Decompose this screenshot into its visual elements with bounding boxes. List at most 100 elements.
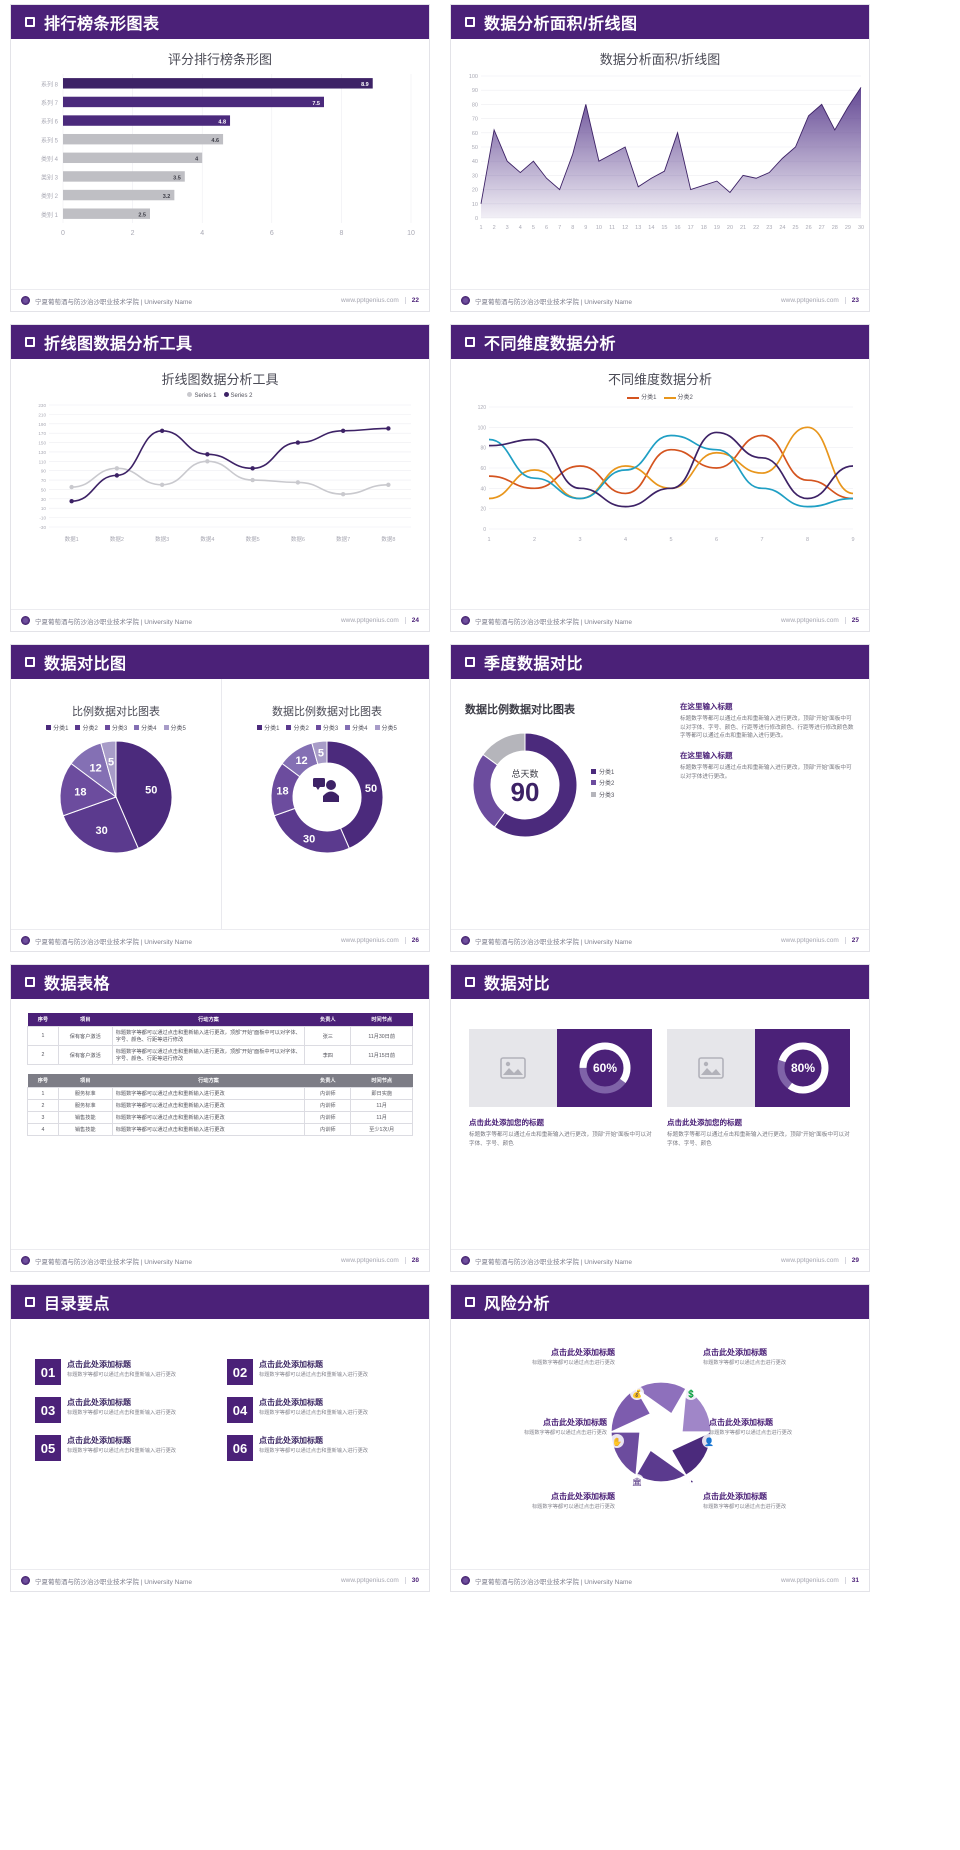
table-header-cell: 序号	[27, 1074, 59, 1088]
svg-text:类别 2: 类别 2	[41, 192, 59, 200]
chart-title: 数据比例数据对比图表	[465, 704, 575, 716]
university-logo-icon	[21, 296, 30, 305]
catalogue-item[interactable]: 02 点击此处添加标题 标题数字等都可以通过点击和重新输入进行更改	[227, 1359, 405, 1385]
risk-title: 点击此处添加标题	[703, 1492, 767, 1501]
table-cell: 1	[27, 1026, 59, 1046]
svg-text:2.5: 2.5	[138, 213, 146, 219]
table-header-cell: 序号	[27, 1013, 59, 1027]
slide-line-tool[interactable]: 折线图数据分析工具 折线图数据分析工具 Series 1 Series 2 23…	[10, 324, 430, 632]
catalogue-body: 标题数字等都可以通过点击和重新输入进行更改	[67, 1372, 176, 1378]
doughnut-chart: 总天数 90	[472, 732, 578, 838]
slide-risk[interactable]: 风险分析 💰 💲 ✋ 👤 🏛 ◔ 点击此处添加标题 标题数字等都可以通过点击进行更改 点击…	[450, 1284, 870, 1592]
table-cell: 3	[27, 1111, 59, 1124]
svg-text:3: 3	[506, 225, 509, 231]
footer-university: 宁夏葡萄酒与防沙治沙职业技术学院 | University Name	[35, 1258, 192, 1266]
table-header-cell: 负责人	[304, 1074, 351, 1088]
table-cell: 服务标准	[57, 1087, 113, 1100]
catalogue-body: 标题数字等都可以通过点击和重新输入进行更改	[259, 1448, 368, 1454]
table-cell: 内训师	[304, 1111, 352, 1124]
svg-text:6: 6	[715, 537, 718, 543]
slide-title: 数据对比	[484, 976, 551, 993]
svg-text:数据1: 数据1	[65, 535, 79, 543]
slide-data-compare[interactable]: 数据对比图 比例数据对比图表 分类1 分类2 分类3 分类4 分类5 50 30 18 12 5…	[10, 644, 430, 952]
catalogue-item[interactable]: 05 点击此处添加标题 标题数字等都可以通过点击和重新输入进行更改	[35, 1435, 213, 1461]
table-row[interactable]: 3 销售技能 标题数字等都可以通过点击和重新输入进行更改 内训师 11月	[27, 1111, 413, 1124]
legend-item: 分类3	[591, 791, 614, 802]
svg-text:系列 7: 系列 7	[41, 99, 59, 107]
table-header-cell: 行动方案	[112, 1074, 305, 1088]
svg-text:22: 22	[753, 225, 759, 231]
risk-item[interactable]: 点击此处添加标题 标题数字等都可以通过点击进行更改	[709, 1417, 859, 1438]
risk-body: 标题数字等都可以通过点击进行更改	[531, 1504, 615, 1510]
svg-text:类别 3: 类别 3	[41, 174, 59, 182]
catalogue-title: 点击此处添加标题	[67, 1398, 131, 1407]
data-table-1[interactable]: 序号 项目 行动方案 负责人 时间节点 1 保有客户激活 标题数字等都可以通过点击和重新输入…	[27, 1013, 413, 1065]
svg-text:14: 14	[648, 225, 654, 231]
table-row[interactable]: 2 服务标准 标题数字等都可以通过点击和重新输入进行更改 内训师 11月	[27, 1099, 413, 1112]
slide-body: 比例数据对比图表 分类1 分类2 分类3 分类4 分类5 50 30 18 12 5 数据比例数…	[11, 679, 429, 929]
slide-data-contrast[interactable]: 数据对比 60% 点击此	[450, 964, 870, 1272]
legend-item: 分类2	[663, 392, 693, 401]
table-header-cell: 负责人	[304, 1013, 351, 1027]
data-table-2[interactable]: 序号 项目 行动方案 负责人 时间节点 1 服务标准 标题数字等都可以通过点击和重新输入进行…	[27, 1074, 413, 1136]
svg-text:0: 0	[483, 527, 486, 533]
legend-item: 分类1	[257, 723, 279, 732]
catalogue-item[interactable]: 01 点击此处添加标题 标题数字等都可以通过点击和重新输入进行更改	[35, 1359, 213, 1385]
slide-data-table[interactable]: 数据表格 序号 项目 行动方案 负责人 时间节点 1 保有客户激活 标题数字等都可以通过点击…	[10, 964, 430, 1272]
catalogue-item[interactable]: 06 点击此处添加标题 标题数字等都可以通过点击和重新输入进行更改	[227, 1435, 405, 1461]
table-row[interactable]: 4 销售技能 标题数字等都可以通过点击和重新输入进行更改 内训师 至少1次/月	[27, 1123, 413, 1136]
footer-university: 宁夏葡萄酒与防沙治沙职业技术学院 | University Name	[475, 618, 632, 626]
table-header-cell: 行动方案	[112, 1013, 305, 1027]
table-row[interactable]: 2 保有客户激活 标题数字等都可以通过点击和重新输入进行更改，顶部“开始”面板中可以…	[27, 1045, 413, 1065]
svg-text:40: 40	[472, 159, 478, 165]
risk-item[interactable]: 点击此处添加标题 标题数字等都可以通过点击进行更改	[457, 1417, 607, 1438]
legend-item: 分类4	[345, 723, 368, 732]
catalogue-item[interactable]: 04 点击此处添加标题 标题数字等都可以通过点击和重新输入进行更改	[227, 1397, 405, 1423]
slide-title: 风险分析	[484, 1296, 551, 1313]
slide-ranking-bar[interactable]: 排行榜条形图表 评分排行榜条形图 8.9 7.5 4.8 4.6 4 3.5 3.2 2.5 系…	[10, 4, 430, 312]
risk-title: 点击此处添加标题	[703, 1348, 767, 1357]
risk-item[interactable]: 点击此处添加标题 标题数字等都可以通过点击进行更改	[703, 1347, 853, 1368]
slide-title: 数据对比图	[44, 656, 127, 673]
svg-text:7: 7	[760, 537, 763, 543]
table-cell: 内训师	[304, 1123, 352, 1136]
chart-title: 比例数据对比图表	[72, 706, 160, 718]
svg-text:120: 120	[478, 405, 487, 411]
slide-quarterly[interactable]: 季度数据对比 数据比例数据对比图表 总天数 90 分类1 分类2 分类3 在这里输入…	[450, 644, 870, 952]
risk-body: 标题数字等都可以通过点击进行更改	[703, 1504, 787, 1510]
risk-item[interactable]: 点击此处添加标题 标题数字等都可以通过点击进行更改	[703, 1491, 853, 1512]
building-icon: 🏛	[632, 1478, 642, 1487]
table-cell: 标题数字等都可以通过点击和重新输入进行更改，顶部“开始”面板中可以对字体、字号、…	[111, 1026, 306, 1046]
svg-text:4: 4	[624, 537, 627, 543]
svg-text:20: 20	[472, 188, 478, 194]
slide-area-line[interactable]: 数据分析面积/折线图 数据分析面积/折线图 0 10 20 30 40 50 60 70 80 9…	[450, 4, 870, 312]
table-header-row: 序号 项目 行动方案 负责人 时间节点	[27, 1074, 413, 1088]
catalogue-item[interactable]: 03 点击此处添加标题 标题数字等都可以通过点击和重新输入进行更改	[35, 1397, 213, 1423]
svg-text:6: 6	[545, 225, 548, 231]
chart-legend: 分类1 分类2 分类3 分类4 分类5	[11, 723, 221, 732]
svg-text:60%: 60%	[592, 1061, 616, 1075]
legend-item: Series 1	[187, 392, 217, 399]
svg-text:18: 18	[276, 785, 288, 797]
footer-page: 29	[844, 1257, 859, 1264]
slide-footer: 宁夏葡萄酒与防沙治沙职业技术学院 | University Name www.p…	[451, 1249, 869, 1271]
doughnut-panel: 数据比例数据对比图表 分类1 分类2 分类3 分类4 分类5 50 30 18 12 5	[222, 679, 429, 929]
table-cell: 至少1次/月	[350, 1123, 413, 1136]
table-row[interactable]: 1 服务标准 标题数字等都可以通过点击和重新输入进行更改 内训师 即日实施	[27, 1087, 413, 1100]
table-row[interactable]: 1 保有客户激活 标题数字等都可以通过点击和重新输入进行更改，顶部“开始”面板中可以…	[27, 1026, 413, 1046]
table-header-cell: 项目	[58, 1074, 113, 1088]
footer-page: 22	[404, 297, 419, 304]
svg-text:16: 16	[674, 225, 680, 231]
footer-url: www.pptgenius.com	[340, 937, 399, 944]
slide-multi-dim[interactable]: 不同维度数据分析 不同维度数据分析 分类1 分类2 120 100 80 60 40 20…	[450, 324, 870, 632]
image-placeholder	[469, 1029, 557, 1107]
university-logo-icon	[461, 616, 470, 625]
svg-text:5: 5	[669, 537, 672, 543]
slide-catalogue[interactable]: 目录要点 01 点击此处添加标题 标题数字等都可以通过点击和重新输入进行更改 0…	[10, 1284, 430, 1592]
risk-item[interactable]: 点击此处添加标题 标题数字等都可以通过点击进行更改	[465, 1347, 615, 1368]
risk-item[interactable]: 点击此处添加标题 标题数字等都可以通过点击进行更改	[465, 1491, 615, 1512]
slide-body: 数据比例数据对比图表 总天数 90 分类1 分类2 分类3 在这里输入标题 标题数字…	[451, 679, 869, 929]
chart-title: 数据比例数据对比图表	[272, 706, 382, 718]
table-cell: 标题数字等都可以通过点击和重新输入进行更改	[111, 1111, 306, 1124]
